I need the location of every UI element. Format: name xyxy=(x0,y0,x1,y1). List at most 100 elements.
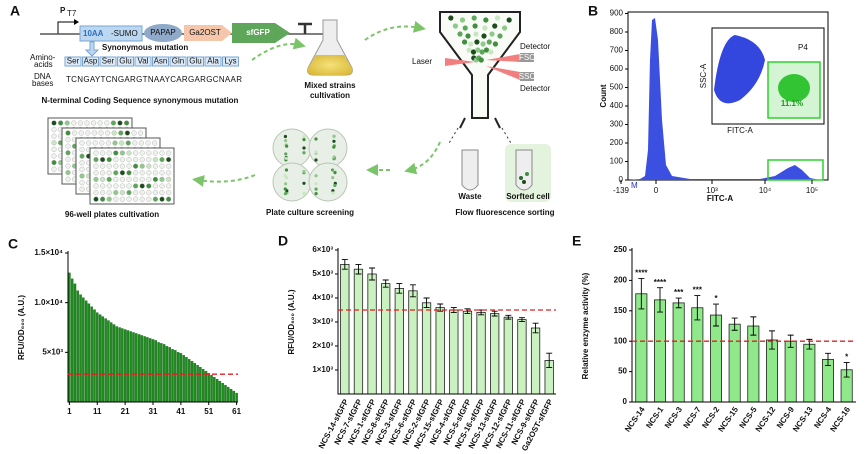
well xyxy=(152,183,159,189)
well xyxy=(133,163,139,169)
well xyxy=(159,163,165,169)
bar xyxy=(118,327,121,403)
bar xyxy=(635,293,648,403)
bar xyxy=(691,307,704,403)
mutation-note: Synonymous mutation xyxy=(102,43,188,52)
dna-sequence: TCNGAYTCNGARGTNAAYCARGARGCNAAR xyxy=(66,75,242,84)
well xyxy=(119,176,126,183)
cell xyxy=(472,23,478,29)
well xyxy=(99,140,105,146)
well xyxy=(65,130,71,136)
well xyxy=(99,176,106,183)
error-bar xyxy=(518,317,525,322)
x-tick-label: 10⁴ xyxy=(759,186,772,195)
sumo: -SUMO xyxy=(111,29,138,38)
cell xyxy=(471,15,477,21)
bar xyxy=(121,328,124,403)
bar xyxy=(146,337,149,403)
cell xyxy=(473,31,479,37)
well xyxy=(92,140,98,146)
colony xyxy=(331,191,335,195)
x-tick-label: NCS-13 xyxy=(791,405,815,434)
cell xyxy=(448,15,454,21)
panel-a: A P T7 10AA -SUMO PAPAP Ga2OST sfGFP Syn… xyxy=(10,3,555,219)
well xyxy=(84,120,90,126)
y-tick-label: 1.0×10⁴ xyxy=(34,298,63,307)
well xyxy=(139,163,145,169)
y-tick-label: 800 xyxy=(610,27,624,36)
laser: Laser xyxy=(412,57,432,66)
cell xyxy=(482,25,488,31)
colony xyxy=(314,192,318,196)
error-bar xyxy=(382,279,389,288)
cell xyxy=(466,47,472,53)
well xyxy=(93,176,99,183)
promoter-arrow xyxy=(57,21,76,34)
residue: Gln xyxy=(172,57,184,66)
well xyxy=(152,163,159,169)
well xyxy=(152,196,159,202)
bar xyxy=(235,392,238,403)
bar xyxy=(747,325,760,403)
x-tick-label: NCS-3 xyxy=(663,405,684,430)
well xyxy=(113,196,119,202)
cell xyxy=(479,49,485,55)
bar xyxy=(728,323,741,403)
well xyxy=(126,170,132,176)
cell xyxy=(497,33,503,39)
well xyxy=(65,143,71,149)
well xyxy=(133,196,139,202)
bar xyxy=(123,329,127,403)
flow-arrow xyxy=(364,20,426,41)
bar xyxy=(421,302,432,395)
residue-box xyxy=(152,56,169,67)
plate-title: Plate culture screening xyxy=(266,208,354,217)
well xyxy=(119,196,126,202)
bar xyxy=(84,300,88,403)
cultivation: Mixed strains xyxy=(304,81,356,90)
y-tick-label: 100 xyxy=(614,336,628,345)
well xyxy=(85,140,92,146)
well xyxy=(166,150,172,156)
residue: Asp xyxy=(84,57,98,66)
well xyxy=(152,170,159,176)
well xyxy=(166,176,172,183)
well xyxy=(138,140,145,146)
bar xyxy=(490,313,500,395)
sorted: Sorfted cell xyxy=(506,192,550,201)
y-tick-label: 900 xyxy=(610,9,624,18)
x-tick-label: NCS-15 xyxy=(716,405,740,434)
x-tick-label: 1 xyxy=(67,407,72,416)
residue-row: Ser Asp Ser Glu Val Asn Gln Glu Ala Lys xyxy=(64,56,239,67)
bar xyxy=(462,310,473,395)
x-tick-label: 21 xyxy=(121,407,130,416)
well xyxy=(124,130,131,136)
bar xyxy=(68,272,71,403)
well xyxy=(71,120,77,126)
x-tick-label: 10³ xyxy=(706,186,718,195)
bar xyxy=(179,353,183,403)
well xyxy=(51,120,57,126)
x-tick-label: NCS-7 xyxy=(682,405,703,430)
well xyxy=(146,157,152,163)
inset-scatter xyxy=(714,35,765,104)
bar xyxy=(449,309,459,395)
colony xyxy=(331,189,335,193)
colony xyxy=(314,174,318,178)
cell xyxy=(483,17,489,23)
x-tick-label: 41 xyxy=(176,407,185,416)
well xyxy=(146,196,152,202)
colony xyxy=(332,139,336,143)
well xyxy=(138,130,144,136)
well xyxy=(119,190,126,196)
bar xyxy=(221,382,224,403)
well xyxy=(133,157,139,163)
colony xyxy=(283,134,288,139)
significance: **** xyxy=(635,269,648,278)
y-tick-label: 5×10³ xyxy=(42,347,63,356)
y-tick-label: 1.5×10⁴ xyxy=(34,248,63,257)
colony xyxy=(285,144,289,148)
y-tick-label: 1×10³ xyxy=(312,365,333,374)
inset-x-label: FITC-A xyxy=(727,126,753,135)
